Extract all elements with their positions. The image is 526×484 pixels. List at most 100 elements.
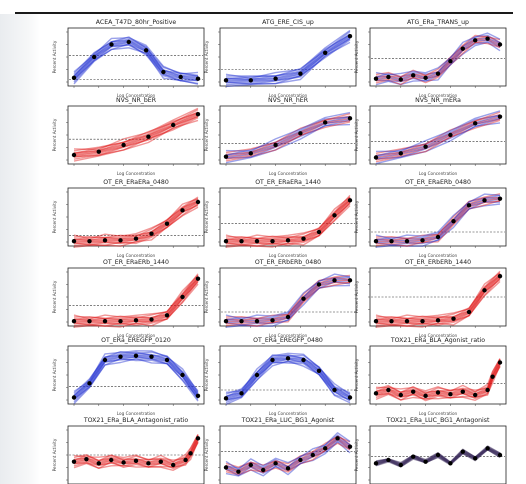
data-point (435, 234, 441, 240)
fit-curve (73, 111, 199, 154)
fit-curve (225, 203, 351, 246)
plot-frame (219, 345, 357, 405)
data-point (485, 446, 490, 451)
data-point (373, 238, 379, 244)
fit-curve (375, 203, 501, 248)
data-point (301, 236, 306, 241)
data-point (239, 318, 244, 324)
fit-curve (375, 114, 501, 157)
x-axis-label: Log Concentration (269, 93, 308, 98)
fit-curve (375, 41, 501, 86)
data-point (239, 391, 244, 396)
fit-curve (73, 434, 199, 463)
panel-12: OT_ER_ERbERb_1440 Log Concentration Percen… (354, 259, 507, 338)
data-point (373, 155, 379, 160)
data-point (332, 278, 337, 283)
fit-curve (73, 38, 199, 77)
data-point (149, 231, 154, 236)
fit-curve (73, 40, 199, 79)
data-point (473, 456, 478, 461)
fit-curve (73, 358, 199, 403)
data-point (270, 238, 275, 244)
plot-frame (369, 105, 507, 165)
fit-curve (375, 277, 501, 327)
fit-curve (73, 196, 199, 239)
data-point (423, 144, 428, 149)
data-point (96, 461, 102, 466)
fit-curve (73, 41, 199, 81)
panel-title: ATG_ERa_TRANS_up (407, 19, 469, 26)
data-point (482, 288, 487, 293)
fit-curve (375, 41, 501, 86)
data-point (386, 387, 391, 393)
x-axis-label: Log Concentration (419, 411, 458, 416)
data-point (180, 294, 185, 300)
data-point (96, 149, 102, 154)
fit-curve (375, 272, 501, 320)
data-point (87, 238, 92, 244)
fit-curve (73, 351, 199, 394)
data-point (497, 42, 503, 47)
data-point (398, 77, 403, 82)
data-point (195, 393, 201, 399)
fit-curve (375, 272, 501, 321)
fit-curve (225, 205, 351, 248)
fit-curve (225, 284, 351, 328)
data-point (404, 318, 410, 324)
data-point (411, 454, 416, 459)
data-point (423, 393, 428, 399)
panel-15: TOX21_ERa_BLA_Agonist_ratio Log Concentra… (354, 337, 507, 416)
data-point (347, 116, 353, 121)
data-point (423, 75, 428, 81)
fit-curve (73, 358, 199, 400)
plot-frame (67, 187, 205, 247)
data-point (460, 46, 465, 51)
data-point (285, 466, 291, 471)
data-point (448, 461, 453, 466)
fit-curve (225, 276, 351, 321)
panel-9: OT_ER_ERaERb_0480 Log Concentration Percen… (354, 179, 507, 258)
data-point (183, 457, 188, 463)
data-point (133, 353, 139, 359)
y-axis-label: Percent Activity (204, 118, 209, 151)
fit-curve (73, 204, 199, 246)
fit-curve (225, 119, 351, 159)
fit-curve (225, 196, 351, 241)
data-point (164, 357, 170, 363)
data-point (473, 121, 478, 126)
data-point (411, 389, 416, 394)
fit-curve (375, 200, 501, 247)
data-point (149, 317, 154, 322)
y-axis-label: Percent Activity (204, 358, 209, 391)
data-point (435, 71, 441, 76)
panel-7: OT_ER_ERaERa_0480 Log Concentration Percen… (52, 179, 205, 258)
data-point (146, 134, 151, 139)
fit-curve (73, 434, 199, 462)
panel-title: OT_ER_ERbERb_1440 (405, 259, 471, 266)
data-point (497, 360, 503, 365)
data-point (420, 238, 425, 243)
fit-curve (73, 43, 199, 82)
panel-5: NVS_NR_hER Log Concentration Percent Activ… (204, 97, 357, 176)
fit-curve (225, 111, 351, 152)
fit-curve (225, 113, 351, 154)
fit-curve (225, 34, 351, 80)
fit-curve (225, 281, 351, 326)
fit-curve (73, 358, 199, 405)
fit-curve (226, 35, 351, 81)
data-point (195, 76, 201, 81)
fit-curve (375, 117, 501, 160)
x-axis-label: Log Concentration (117, 93, 156, 98)
data-point (254, 318, 260, 324)
data-point (270, 357, 275, 363)
data-point (239, 238, 244, 244)
data-point (273, 76, 278, 81)
fit-curve (225, 116, 351, 157)
fit-curve (73, 440, 199, 471)
fit-curve (375, 39, 501, 82)
fit-curve (73, 283, 199, 328)
fit-curve (375, 114, 501, 158)
fit-curve (375, 366, 501, 402)
fit-curve (225, 31, 351, 77)
data-point (223, 465, 229, 470)
